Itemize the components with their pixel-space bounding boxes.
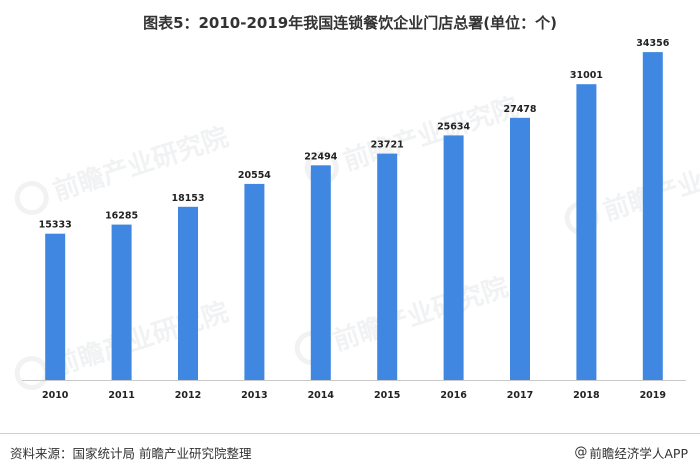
bar-2017 bbox=[510, 117, 530, 381]
bar-group bbox=[45, 52, 663, 381]
data-label-2018: 31001 bbox=[570, 70, 603, 81]
bar-2013 bbox=[244, 183, 265, 380]
x-tick-label-2013: 2013 bbox=[241, 390, 267, 401]
x-tick-label-2010: 2010 bbox=[42, 390, 69, 401]
footer-divider bbox=[0, 433, 700, 434]
x-tick-label-2016: 2016 bbox=[440, 390, 467, 401]
data-label-2015: 23721 bbox=[371, 140, 404, 151]
data-label-2012: 18153 bbox=[171, 193, 204, 204]
data-label-2010: 15333 bbox=[39, 220, 72, 231]
bar-2015 bbox=[377, 153, 398, 380]
chart-title: 图表5：2010-2019年我国连锁餐饮企业门店总署(单位：个) bbox=[143, 14, 557, 32]
x-tick-label-2012: 2012 bbox=[175, 390, 201, 401]
x-tick-label-2011: 2011 bbox=[108, 390, 134, 401]
source-note: 资料来源：国家统计局 前瞻产业研究院整理 bbox=[10, 446, 252, 461]
at-icon: @ bbox=[574, 445, 588, 460]
data-label-2011: 16285 bbox=[105, 211, 138, 222]
x-tick-label-2014: 2014 bbox=[308, 390, 335, 401]
bar-2019 bbox=[642, 52, 663, 380]
bar-2016 bbox=[443, 135, 464, 380]
data-label-2019: 34356 bbox=[636, 38, 669, 49]
bar-2014 bbox=[310, 165, 331, 380]
bar-2011 bbox=[111, 224, 132, 380]
bar-2010 bbox=[45, 233, 66, 380]
x-tick-label-2015: 2015 bbox=[374, 390, 400, 401]
x-tick-label-group: 2010 2011 2012 2013 2014 2015 2016 2017 2018 2019 bbox=[42, 390, 666, 401]
publisher-credit: @ 前瞻经济学人APP bbox=[574, 443, 688, 462]
x-tick-label-2018: 2018 bbox=[573, 390, 600, 401]
bar-2018 bbox=[576, 84, 597, 380]
x-tick-label-2019: 2019 bbox=[640, 390, 666, 401]
data-label-2013: 20554 bbox=[238, 170, 271, 181]
x-tick-label-2017: 2017 bbox=[507, 390, 533, 401]
data-label-2017: 27478 bbox=[503, 104, 536, 115]
data-label-group: 15333 16285 18153 20554 22494 23721 25634 27478… bbox=[39, 38, 670, 231]
publisher-name: 前瞻经济学人APP bbox=[589, 446, 688, 461]
bar-2012 bbox=[178, 206, 198, 380]
data-label-2014: 22494 bbox=[304, 151, 337, 162]
data-label-2016: 25634 bbox=[437, 121, 470, 132]
